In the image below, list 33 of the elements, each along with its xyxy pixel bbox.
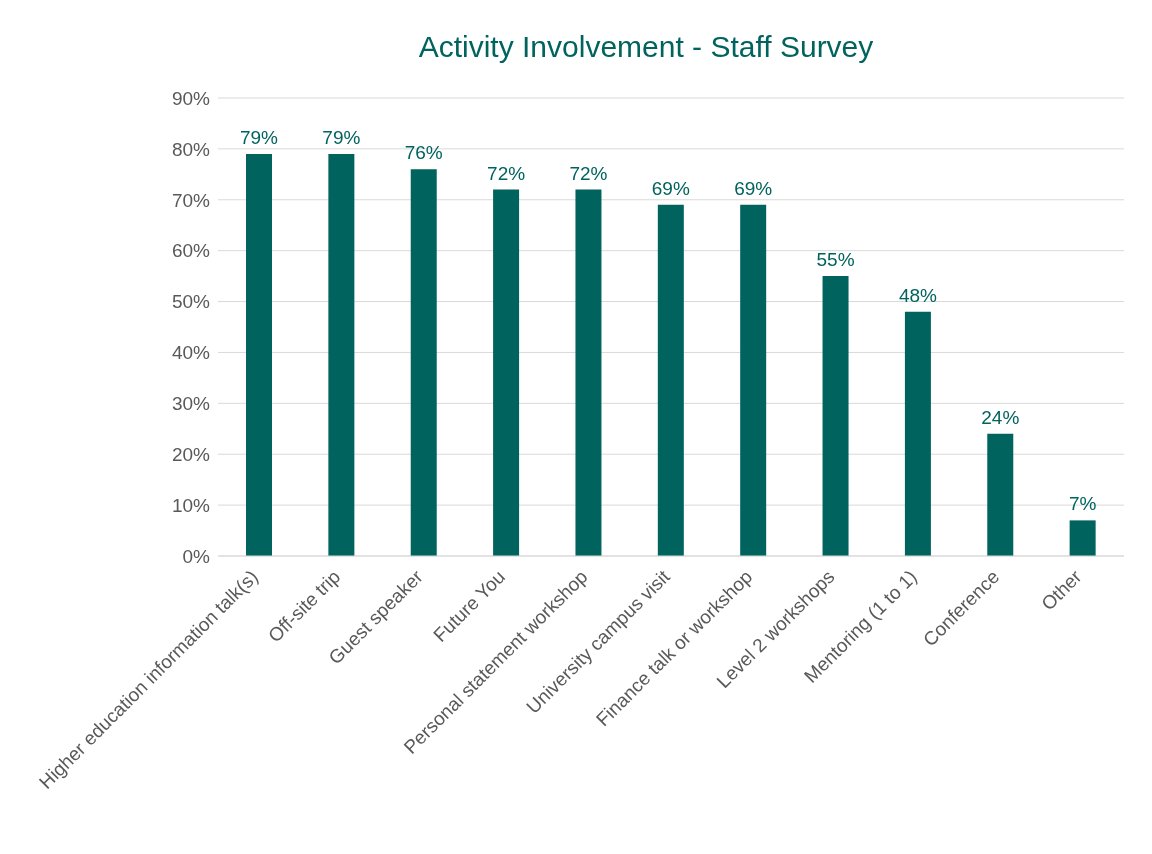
bar xyxy=(410,169,437,556)
bar xyxy=(493,189,520,556)
data-label: 72% xyxy=(569,162,608,184)
data-label: 48% xyxy=(898,284,938,306)
y-tick-label: 40% xyxy=(171,342,211,364)
data-label: 24% xyxy=(981,406,1020,428)
y-tick-label: 20% xyxy=(171,443,211,465)
y-tick-label: 30% xyxy=(171,393,211,415)
bar xyxy=(657,204,684,556)
bar xyxy=(904,311,931,556)
y-tick-label: 0% xyxy=(182,545,211,567)
bar xyxy=(1069,520,1096,556)
y-tick-label: 70% xyxy=(171,189,211,211)
chart-title: Activity Involvement - Staff Survey xyxy=(417,29,875,65)
bar xyxy=(822,276,849,556)
bar xyxy=(987,433,1014,556)
bar xyxy=(328,153,355,556)
y-tick-label: 80% xyxy=(171,138,211,160)
data-label: 79% xyxy=(322,126,361,148)
data-label: 69% xyxy=(734,177,773,199)
data-label: 76% xyxy=(404,142,443,164)
data-label: 7% xyxy=(1068,493,1097,515)
data-label: 55% xyxy=(816,249,855,271)
y-tick-label: 50% xyxy=(171,291,211,313)
y-tick-label: 10% xyxy=(171,494,211,516)
bar xyxy=(740,204,767,556)
data-label: 69% xyxy=(651,177,690,199)
y-tick-label: 90% xyxy=(171,87,211,109)
y-tick-label: 60% xyxy=(171,240,211,262)
bar xyxy=(575,189,602,556)
bar xyxy=(246,153,272,556)
data-label: 79% xyxy=(239,126,279,148)
data-label: 72% xyxy=(487,162,526,184)
